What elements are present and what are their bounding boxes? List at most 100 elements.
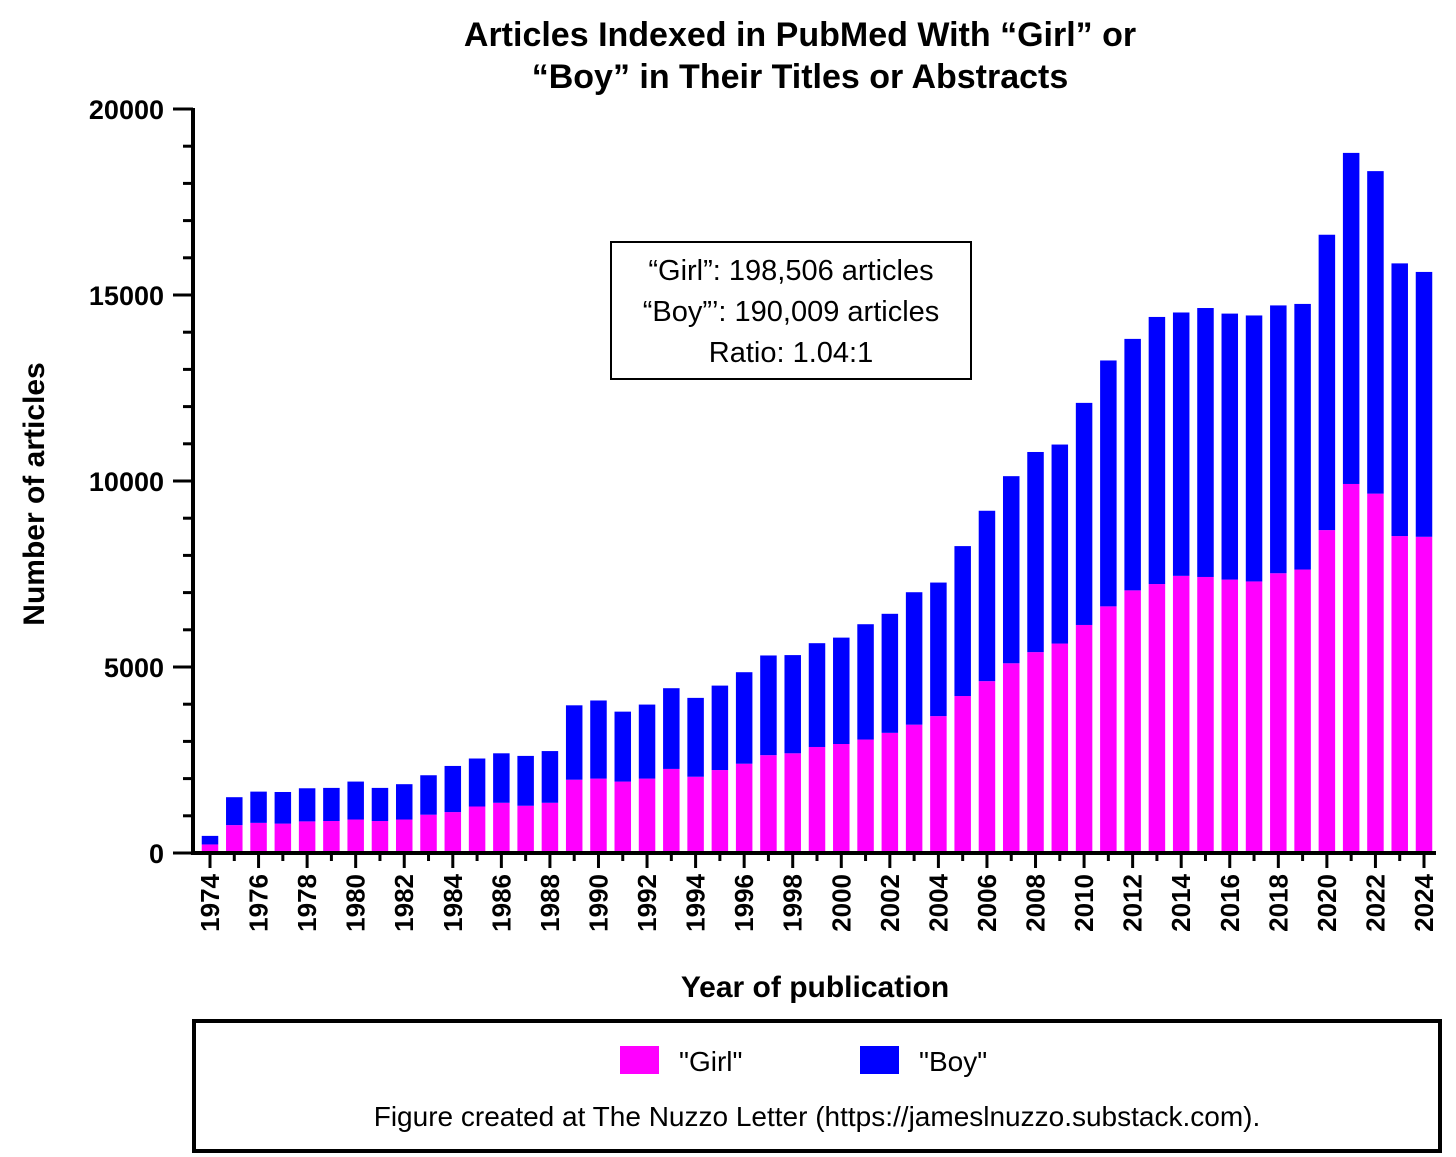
bar-girl-1983	[420, 814, 437, 853]
bar-girl-2001	[857, 739, 874, 853]
bar-boy-1979	[323, 787, 340, 822]
bar-girl-1990	[590, 778, 607, 853]
x-tick-label: 2016	[1215, 874, 1245, 932]
bar-boy-1974	[201, 835, 219, 845]
x-tick-label: 1988	[535, 874, 565, 932]
legend-label-girl: "Girl"	[679, 1046, 742, 1077]
bar-girl-1993	[663, 768, 680, 853]
bar-boy-2012	[1124, 338, 1141, 591]
annotation-box: “Girl”: 198,506 articles “Boy”’: 190,009…	[610, 241, 972, 380]
annotation-boy-total: “Boy”’: 190,009 articles	[643, 296, 940, 328]
bar-girl-2023	[1391, 536, 1408, 853]
bar-girl-2018	[1270, 573, 1287, 853]
bar-girl-1978	[298, 821, 316, 853]
x-tick-label: 2018	[1263, 874, 1293, 932]
bar-boy-1999	[808, 643, 826, 747]
bar-boy-1978	[298, 788, 316, 822]
bar-boy-2023	[1391, 263, 1408, 537]
bar-girl-1994	[687, 776, 704, 853]
x-tick-label: 1974	[195, 873, 225, 931]
bar-boy-1980	[347, 781, 364, 820]
legend-swatch-girl	[620, 1046, 659, 1074]
bar-boy-2008	[1027, 451, 1044, 653]
bar-boy-1976	[250, 791, 267, 823]
bar-girl-1982	[395, 819, 413, 853]
x-tick-label: 2020	[1312, 874, 1342, 932]
y-tick-label: 5000	[104, 653, 164, 683]
bar-boy-1989	[565, 705, 583, 780]
y-tick-label: 0	[149, 839, 164, 869]
bar-boy-2009	[1051, 444, 1069, 644]
bar-girl-2024	[1415, 536, 1433, 853]
bar-girl-1984	[444, 812, 462, 853]
bar-girl-2012	[1124, 590, 1141, 853]
bar-girl-1995	[711, 770, 729, 853]
bar-girl-1997	[760, 755, 777, 853]
bar-boy-1992	[638, 704, 656, 779]
bar-boy-1998	[784, 655, 801, 754]
bar-girl-2009	[1051, 643, 1069, 853]
bar-girl-2014	[1172, 575, 1190, 853]
x-tick-label: 1980	[341, 874, 371, 932]
x-tick-label: 1978	[292, 874, 322, 932]
bar-girl-2011	[1100, 606, 1117, 853]
bar-girl-1989	[565, 779, 583, 853]
bar-girl-2021	[1342, 483, 1360, 853]
bar-girl-2008	[1027, 652, 1044, 853]
x-tick-label: 1984	[438, 873, 468, 931]
x-tick-label: 2022	[1360, 874, 1390, 932]
bar-boy-2019	[1294, 303, 1311, 570]
bar-boy-1986	[493, 753, 510, 803]
bar-boy-2004	[930, 582, 947, 717]
bar-boy-2020	[1318, 234, 1336, 531]
bar-girl-2007	[1002, 663, 1020, 853]
bar-girl-2003	[905, 724, 923, 853]
axes-group	[173, 107, 1436, 868]
bar-girl-2000	[833, 744, 850, 853]
bar-girl-2017	[1245, 581, 1263, 853]
bar-girl-1998	[784, 753, 801, 853]
bar-girl-2004	[930, 716, 947, 853]
bar-girl-2002	[881, 732, 899, 853]
bar-boy-2018	[1270, 305, 1287, 574]
x-tick-label: 1976	[244, 874, 274, 932]
bar-boy-2006	[978, 510, 996, 682]
bar-boy-2016	[1221, 313, 1239, 580]
bar-boy-2013	[1148, 316, 1166, 585]
bar-boy-1977	[274, 791, 292, 824]
bar-girl-1991	[614, 781, 632, 853]
bar-girl-1977	[274, 823, 292, 853]
x-tick-label: 2006	[972, 874, 1002, 932]
bar-boy-2010	[1075, 402, 1093, 625]
annotation-ratio: Ratio: 1.04:1	[709, 337, 873, 369]
x-tick-label: 1996	[729, 874, 759, 932]
bar-girl-2020	[1318, 530, 1336, 853]
chart-title-line-2: “Boy” in Their Titles or Abstracts	[532, 58, 1069, 96]
x-tick-label: 1994	[681, 873, 711, 931]
bar-girl-1987	[517, 805, 534, 853]
legend-frame	[192, 1019, 1442, 1153]
chart-title-line-1: Articles Indexed in PubMed With “Girl” o…	[464, 16, 1136, 54]
y-tick-label: 15000	[89, 281, 164, 311]
bar-girl-1999	[808, 746, 826, 853]
bar-boy-1997	[760, 655, 777, 756]
bar-girl-2022	[1367, 493, 1384, 853]
legend-swatch-boy	[860, 1046, 899, 1074]
bar-boy-2024	[1415, 271, 1433, 537]
bar-boy-1995	[711, 685, 729, 771]
bar-boy-2017	[1245, 315, 1263, 582]
bar-girl-1979	[323, 821, 340, 853]
bar-girl-1988	[541, 802, 559, 853]
y-tick-label: 20000	[89, 95, 164, 125]
bar-girl-1985	[468, 806, 486, 853]
x-tick-label: 2008	[1021, 874, 1051, 932]
x-tick-label: 1998	[778, 874, 808, 932]
annotation-box-frame	[610, 241, 972, 380]
bar-boy-1982	[395, 784, 413, 820]
x-tick-label: 2010	[1069, 874, 1099, 932]
bar-boy-1988	[541, 751, 559, 803]
annotation-girl-total: “Girl”: 198,506 articles	[648, 255, 933, 287]
bar-girl-1980	[347, 819, 364, 853]
bar-girl-2013	[1148, 584, 1166, 853]
